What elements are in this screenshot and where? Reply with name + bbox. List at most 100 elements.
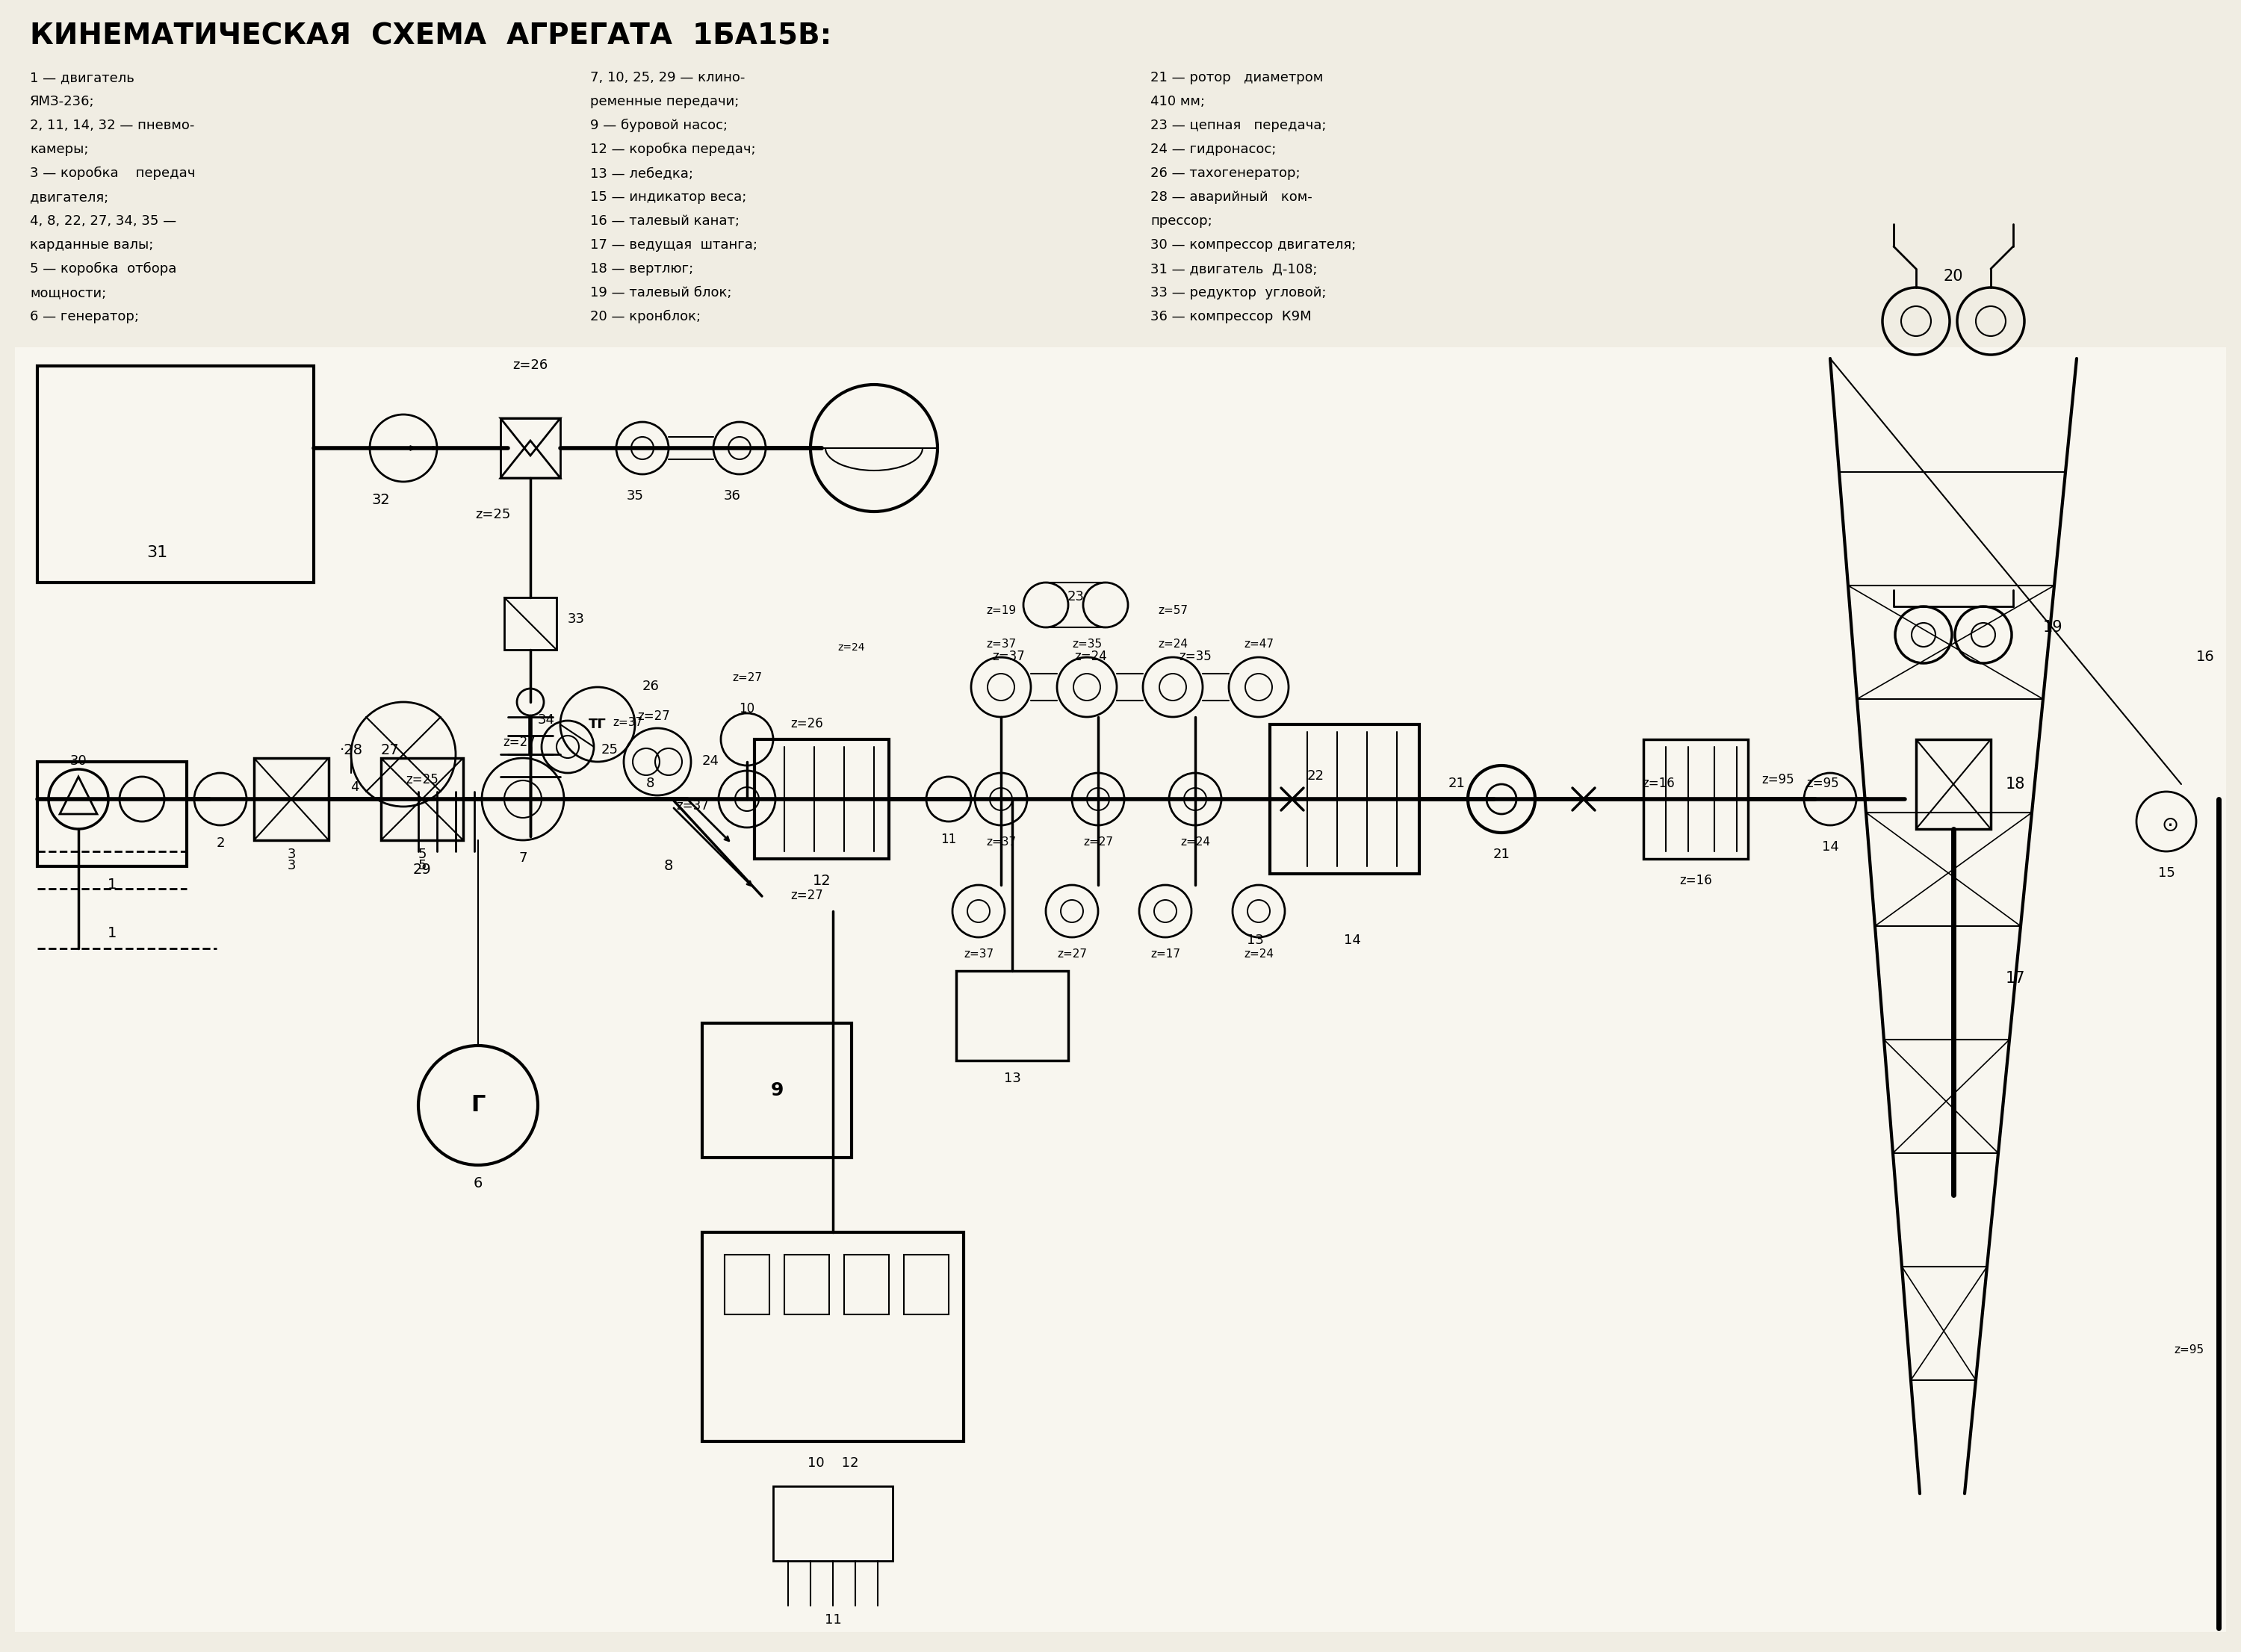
Text: 30: 30 [69,755,87,768]
Bar [724,1254,769,1315]
Text: z=37: z=37 [986,639,1015,649]
Text: 19 — талевый блок;: 19 — талевый блок; [589,286,731,299]
Text: камеры;: камеры; [29,142,90,155]
Text: 18: 18 [2006,776,2026,791]
Text: z=25: z=25 [475,507,511,522]
Text: 10: 10 [740,702,755,715]
Text: 13: 13 [1246,933,1264,947]
Text: z=27: z=27 [1058,948,1087,960]
Text: 1: 1 [108,877,117,892]
Text: ТГ: ТГ [589,717,607,732]
Bar [1271,725,1419,874]
Bar [903,1254,948,1315]
Text: 12: 12 [813,874,831,889]
Text: 11: 11 [825,1612,840,1627]
Text: 22: 22 [1307,770,1324,783]
Text: ЯМЗ-236;: ЯМЗ-236; [29,94,94,109]
Text: 16 — талевый канат;: 16 — талевый канат; [589,215,740,228]
Text: ·28: ·28 [341,743,363,757]
Text: 29: 29 [412,862,430,877]
Text: 15: 15 [2158,866,2174,881]
Bar [755,740,890,859]
Text: 31: 31 [146,545,168,560]
Bar [701,1232,964,1442]
Text: z=95: z=95 [1761,773,1795,786]
Text: z=37: z=37 [612,717,643,729]
Text: 24 — гидронасос;: 24 — гидронасос; [1150,142,1275,155]
Text: 2, 11, 14, 32 — пневмо-: 2, 11, 14, 32 — пневмо- [29,119,195,132]
Text: z=17: z=17 [1150,948,1181,960]
Text: 9: 9 [771,1082,784,1099]
Bar [1916,740,1990,829]
Text: z=27: z=27 [1082,836,1114,847]
Text: Г: Г [471,1095,486,1117]
Text: 27: 27 [381,743,399,757]
Bar [957,971,1069,1061]
Text: ⊙: ⊙ [2160,814,2178,836]
Bar [701,1023,852,1158]
Text: 35: 35 [625,489,643,502]
Text: 21: 21 [1493,847,1510,861]
Text: z=27: z=27 [733,672,762,684]
Text: 12 — коробка передач;: 12 — коробка передач; [589,142,755,157]
Bar [845,1254,890,1315]
Text: z=95: z=95 [1806,776,1840,790]
Text: z=35: z=35 [1179,649,1212,662]
Text: 9 — буровой насос;: 9 — буровой насос; [589,119,728,132]
Text: 13: 13 [1004,1072,1020,1085]
Text: z=19: z=19 [986,605,1015,616]
Text: 20 — кронблок;: 20 — кронблок; [589,311,701,324]
Text: 28 — аварийный   ком-: 28 — аварийный ком- [1150,190,1313,203]
Bar [381,758,464,841]
Text: карданные валы;: карданные валы; [29,238,152,251]
Text: 7: 7 [518,851,527,866]
Text: z=27: z=27 [636,709,670,724]
Text: z=27: z=27 [502,735,536,748]
Text: 20: 20 [1943,269,1963,284]
Text: z=27: z=27 [791,889,822,902]
Text: 2: 2 [215,836,224,849]
Text: 11: 11 [941,833,957,846]
Bar [38,367,314,583]
Text: 14: 14 [1822,841,1838,854]
Text: z=37: z=37 [993,649,1024,662]
Text: z=24: z=24 [1073,649,1107,662]
Text: 3: 3 [287,847,296,861]
Bar [773,1487,892,1561]
Text: 8: 8 [663,859,672,872]
Text: 6: 6 [473,1176,482,1191]
Text: 1 — двигатель: 1 — двигатель [29,71,134,84]
Text: 13 — лебедка;: 13 — лебедка; [589,167,692,180]
Text: 16: 16 [2196,649,2214,664]
Text: ременные передачи;: ременные передачи; [589,94,740,109]
Text: 10    12: 10 12 [807,1457,858,1470]
Text: 36: 36 [724,489,740,502]
Text: 31 — двигатель  Д-108;: 31 — двигатель Д-108; [1150,263,1318,276]
Text: 15 — индикатор веса;: 15 — индикатор веса; [589,190,746,203]
Text: КИНЕМАТИЧЕСКАЯ  СХЕМА  АГРЕГАТА  1БА15В:: КИНЕМАТИЧЕСКАЯ СХЕМА АГРЕГАТА 1БА15В: [29,23,831,51]
Text: z=95: z=95 [2174,1345,2203,1356]
Text: z=25: z=25 [406,773,439,786]
Bar [500,418,560,477]
Text: z=26: z=26 [791,717,822,730]
Text: 3 — коробка    передач: 3 — коробка передач [29,167,195,180]
Text: 4, 8, 22, 27, 34, 35 —: 4, 8, 22, 27, 34, 35 — [29,215,177,228]
Text: 33: 33 [567,613,585,626]
Bar [784,1254,829,1315]
Text: 23 — цепная   передача;: 23 — цепная передача; [1150,119,1327,132]
Text: z=24: z=24 [1159,639,1188,649]
Text: 3: 3 [287,859,296,872]
Text: z=37: z=37 [677,800,708,813]
Text: 6 — генератор;: 6 — генератор; [29,311,139,324]
Text: 8: 8 [645,776,654,790]
Text: 26: 26 [643,679,659,694]
Text: 5 — коробка  отбора: 5 — коробка отбора [29,263,177,276]
Text: 24: 24 [701,755,719,768]
Text: 1: 1 [108,927,117,940]
Text: 21: 21 [1448,776,1466,790]
Bar [504,598,556,649]
Bar [16,347,2225,1632]
Text: 5: 5 [417,847,426,861]
Text: 36 — компрессор  К9М: 36 — компрессор К9М [1150,311,1311,324]
Text: 18 — вертлюг;: 18 — вертлюг; [589,263,692,276]
